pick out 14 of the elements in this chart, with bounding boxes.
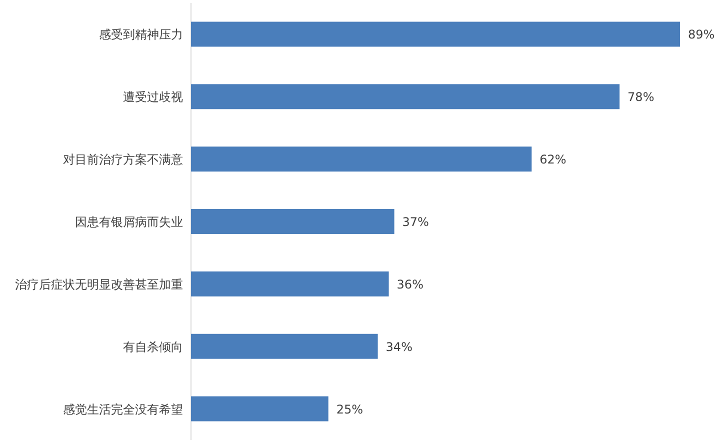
y-tick-label: 感受到精神压力	[99, 28, 183, 42]
y-tick-label: 遭受过歧视	[123, 90, 183, 104]
data-label: 34%	[386, 340, 412, 354]
y-tick-label: 感觉生活完全没有希望	[63, 402, 183, 416]
y-tick-label: 对目前治疗方案不满意	[63, 152, 183, 167]
data-label: 89%	[688, 28, 715, 42]
data-label: 36%	[396, 277, 424, 292]
y-tick-label: 因患有银屑病而失业	[75, 215, 183, 229]
y-tick-label: 有自杀倾向	[123, 340, 183, 354]
data-label: 25%	[336, 402, 364, 416]
data-label: 37%	[402, 215, 429, 229]
y-tick-label: 治疗后症状无明显改善甚至加重	[15, 277, 183, 292]
data-label: 78%	[628, 90, 654, 104]
data-label: 62%	[540, 152, 566, 167]
